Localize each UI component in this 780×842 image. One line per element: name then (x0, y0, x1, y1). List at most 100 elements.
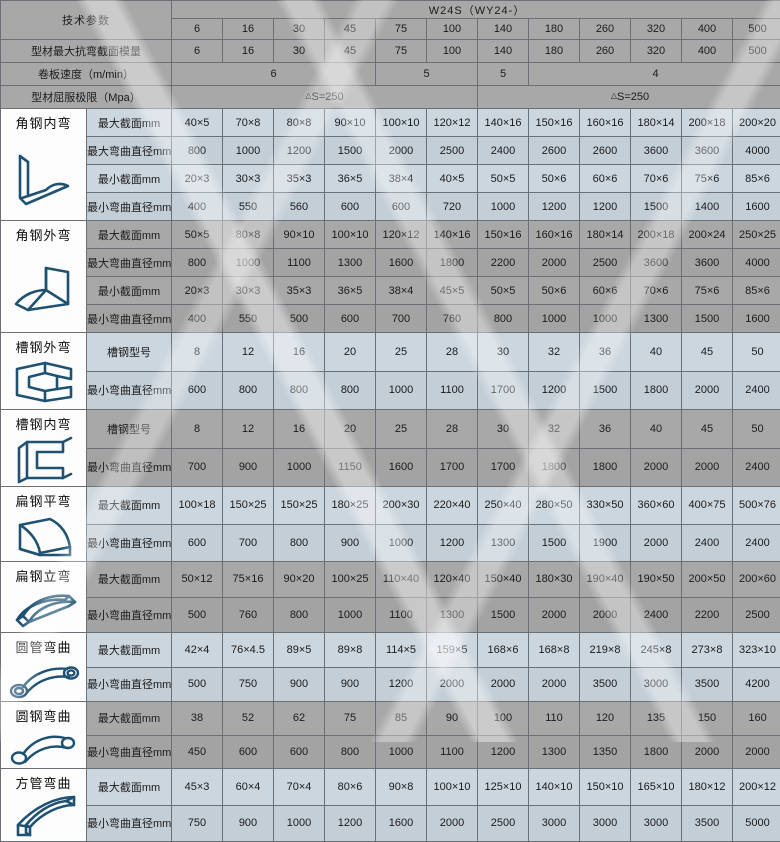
data-cell: 2600 (529, 137, 580, 165)
parameter-label: 最小弯曲直径mm (87, 667, 172, 702)
data-cell: 180×14 (631, 109, 682, 137)
angle-steel-outer-bend-icon (1, 245, 86, 332)
data-cell: 160×16 (580, 109, 631, 137)
data-cell: 90×10 (274, 221, 325, 249)
model-code-6: 140 (478, 19, 529, 40)
data-cell: 800 (274, 371, 325, 410)
flat-steel-edge-bend-icon (1, 586, 86, 632)
data-cell: 100×18 (172, 487, 223, 525)
data-cell: 700 (172, 448, 223, 487)
data-cell: 90×8 (376, 769, 427, 806)
data-cell: 200×50 (682, 562, 733, 598)
parameter-label: 最小弯曲直径mm (87, 448, 172, 487)
parameter-label: 最大截面mm (87, 633, 172, 668)
parameter-label: 最小弯曲直径mm (87, 305, 172, 333)
data-cell: 150×16 (478, 221, 529, 249)
data-cell: 1100 (274, 249, 325, 277)
data-cell: 32 (529, 333, 580, 372)
data-cell: 40×5 (172, 109, 223, 137)
section-label-text: 角钢内弯 (15, 109, 71, 133)
data-cell: 2000 (427, 667, 478, 702)
data-cell: 180×12 (682, 769, 733, 806)
data-cell: 80×6 (325, 769, 376, 806)
data-cell: 1400 (682, 193, 733, 221)
data-cell: 1600 (376, 448, 427, 487)
data-cell: 40 (631, 333, 682, 372)
section-label-text: 扁钢平弯 (15, 487, 71, 511)
data-cell: 200×18 (682, 109, 733, 137)
data-cell: 5000 (733, 805, 780, 842)
channel-steel-inner-bend-icon (1, 434, 86, 486)
parameter-label: 最大截面mm (87, 109, 172, 137)
data-cell: 1200 (274, 137, 325, 165)
section-label-round-pipe-bend: 圆管弯曲 (1, 633, 87, 702)
parameter-label: 最大截面mm (87, 221, 172, 249)
data-cell: 1500 (478, 597, 529, 633)
data-cell: 52 (223, 702, 274, 736)
data-cell: 75×16 (223, 562, 274, 598)
section-modulus-value-2: 30 (274, 40, 325, 63)
data-cell: 700 (223, 524, 274, 562)
parameter-label: 最大截面mm (87, 769, 172, 806)
model-code-10: 400 (682, 19, 733, 40)
data-cell: 1200 (427, 524, 478, 562)
roll-speed-value-0: 6 (172, 63, 376, 86)
section-modulus-value-1: 16 (223, 40, 274, 63)
data-cell: 3000 (631, 667, 682, 702)
data-cell: 168×6 (478, 633, 529, 668)
data-cell: 400×75 (682, 487, 733, 525)
data-cell: 245×8 (631, 633, 682, 668)
data-cell: 120×12 (376, 221, 427, 249)
data-cell: 190×50 (631, 562, 682, 598)
data-cell: 600 (274, 735, 325, 769)
data-cell: 3600 (631, 249, 682, 277)
data-cell: 36×5 (325, 165, 376, 193)
data-cell: 1500 (529, 524, 580, 562)
data-cell: 140×16 (427, 221, 478, 249)
data-cell: 600 (223, 735, 274, 769)
data-cell: 600 (325, 305, 376, 333)
yield-limit-label: 型材屈服极限（Mpa） (1, 86, 172, 109)
data-cell: 2000 (529, 597, 580, 633)
data-cell: 1000 (223, 137, 274, 165)
data-cell: 2400 (733, 448, 780, 487)
data-cell: 2000 (427, 805, 478, 842)
data-cell: 1000 (376, 524, 427, 562)
data-cell: 42×4 (172, 633, 223, 668)
section-modulus-value-6: 140 (478, 40, 529, 63)
data-cell: 4200 (733, 667, 780, 702)
data-cell: 50 (733, 333, 780, 372)
data-cell: 80×8 (274, 109, 325, 137)
roll-speed-value-3: 4 (529, 63, 780, 86)
data-cell: 110×40 (376, 562, 427, 598)
data-cell: 1500 (325, 137, 376, 165)
data-cell: 50×6 (529, 277, 580, 305)
data-cell: 1300 (427, 597, 478, 633)
data-cell: 100×10 (427, 769, 478, 806)
data-cell: 120×40 (427, 562, 478, 598)
data-cell: 1900 (580, 524, 631, 562)
section-label-text: 圆管弯曲 (15, 633, 71, 657)
round-pipe-bend-icon (1, 657, 86, 701)
section-modulus-value-9: 320 (631, 40, 682, 63)
data-cell: 114×5 (376, 633, 427, 668)
section-modulus-value-10: 400 (682, 40, 733, 63)
data-cell: 1150 (325, 448, 376, 487)
data-cell: 90×20 (274, 562, 325, 598)
data-cell: 1300 (478, 524, 529, 562)
data-cell: 20 (325, 333, 376, 372)
parameter-label: 最小弯曲直径mm (87, 371, 172, 410)
data-cell: 89×8 (325, 633, 376, 668)
data-cell: 1800 (529, 448, 580, 487)
